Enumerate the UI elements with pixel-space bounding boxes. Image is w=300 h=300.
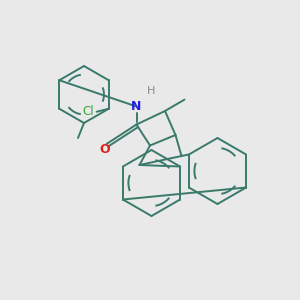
Text: N: N (131, 100, 142, 113)
Text: Cl: Cl (83, 105, 94, 118)
Text: H: H (147, 86, 156, 97)
Text: O: O (100, 143, 110, 156)
